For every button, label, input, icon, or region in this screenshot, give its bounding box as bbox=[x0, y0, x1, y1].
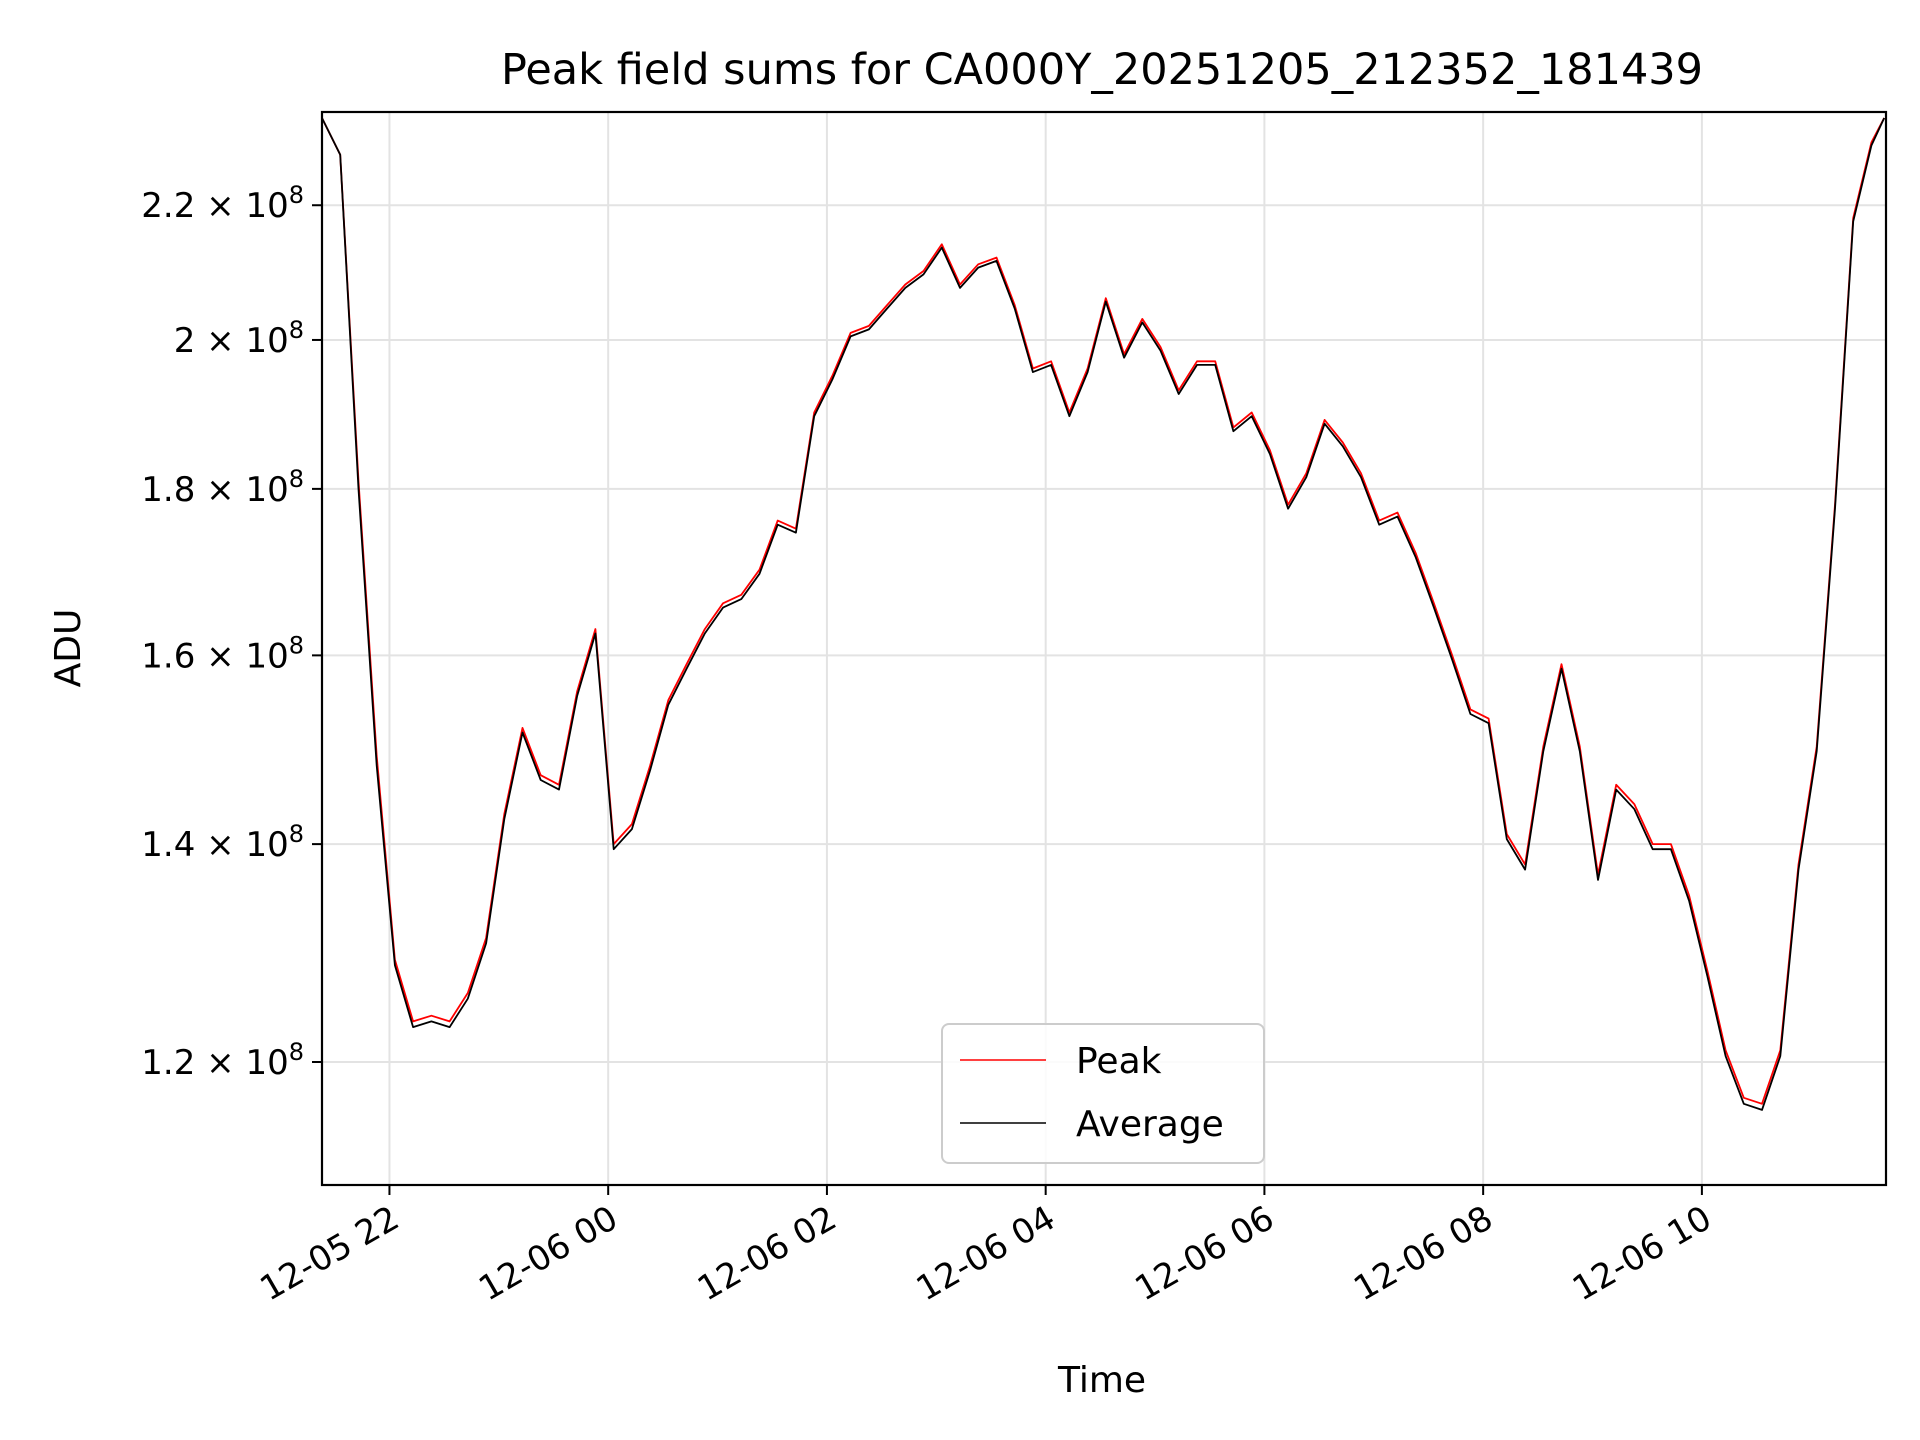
y-tick-label: 1.6 × 108 bbox=[141, 631, 304, 676]
y-tick-label: 1.4 × 108 bbox=[141, 820, 304, 865]
legend-average-label: Average bbox=[1076, 1104, 1224, 1145]
legend-peak-label: Peak bbox=[1076, 1041, 1162, 1082]
series-lines bbox=[321, 117, 1886, 1111]
y-tick-label: 1.2 × 108 bbox=[141, 1038, 304, 1083]
series-line-peak bbox=[321, 117, 1885, 1105]
y-axis-label: ADU bbox=[48, 609, 89, 688]
x-axis-label: Time bbox=[1057, 1360, 1146, 1401]
y-tick-label: 1.8 × 108 bbox=[141, 465, 304, 510]
legend: Peak Average bbox=[941, 1023, 1265, 1164]
chart-title: Peak field sums for CA000Y_20251205_2123… bbox=[501, 45, 1703, 95]
y-tick-label: 2.2 × 108 bbox=[141, 181, 304, 226]
legend-box bbox=[941, 1023, 1265, 1164]
y-tick-label: 2 × 108 bbox=[174, 316, 304, 361]
grid-lines bbox=[322, 112, 1886, 1185]
plot-area-frame bbox=[320, 110, 1888, 1187]
series-line-average bbox=[321, 117, 1886, 1111]
